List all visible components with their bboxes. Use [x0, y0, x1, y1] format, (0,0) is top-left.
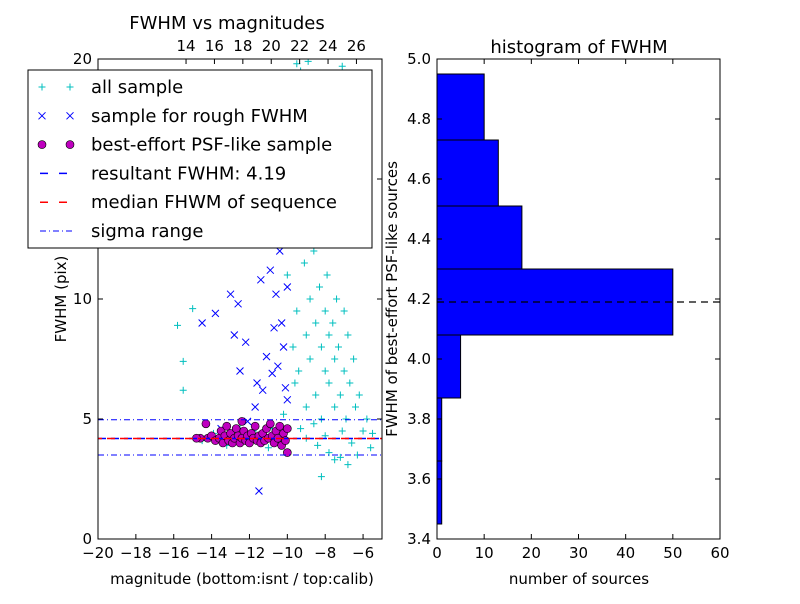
histogram-bar — [437, 74, 484, 140]
psf-sample-point — [276, 422, 284, 430]
legend-label: all sample — [91, 77, 183, 98]
scatter-title: FWHM vs magnitudes — [129, 13, 324, 34]
scatter-top-xtick-label: 14 — [176, 37, 195, 55]
psf-sample-point — [223, 422, 231, 430]
psf-sample-point — [283, 425, 291, 433]
scatter-panel: −20−18−16−14−12−10−8−6051015201416182022… — [28, 13, 382, 588]
legend-label: resultant FWHM: 4.19 — [91, 163, 286, 184]
scatter-xtick-label: −16 — [158, 544, 190, 562]
legend-label: sample for rough FWHM — [91, 106, 308, 127]
histogram-panel: 0 10 20 30 40 50 60 3.4 3.6 3.8 4.0 4.2 4.4 4.6 4.8 5.0… — [383, 37, 730, 588]
histogram-ytick-label: 3.8 — [407, 410, 431, 428]
histogram-xtick-label: 30 — [569, 544, 588, 562]
scatter-top-xtick-label: 26 — [347, 37, 366, 55]
histogram-bar — [437, 398, 442, 461]
legend-label: median FHWM of sequence — [91, 192, 337, 213]
scatter-ytick-label: 0 — [82, 530, 92, 548]
scatter-xtick-label: −14 — [196, 544, 228, 562]
scatter-xtick-label: −10 — [272, 544, 304, 562]
histogram-xtick-label: 60 — [710, 544, 729, 562]
legend-circle-marker — [38, 141, 46, 149]
scatter-ylabel: FWHM (pix) — [52, 256, 70, 343]
scatter-ytick-label: 5 — [82, 410, 92, 428]
scatter-xtick-label: −6 — [352, 544, 374, 562]
scatter-ytick-label: 20 — [73, 50, 92, 68]
histogram-bar — [437, 206, 522, 269]
scatter-xtick-label: −12 — [234, 544, 266, 562]
histogram-xtick-label: 50 — [663, 544, 682, 562]
legend-label: sigma range — [91, 221, 203, 242]
scatter-top-xtick-label: 22 — [290, 37, 309, 55]
psf-sample-point — [238, 417, 246, 425]
histogram-ytick-label: 5.0 — [407, 50, 431, 68]
scatter-ytick-label: 10 — [73, 290, 92, 308]
histogram-xlabel: number of sources — [509, 570, 649, 588]
psf-sample-point — [251, 422, 259, 430]
histogram-bar — [437, 461, 442, 524]
scatter-top-xtick-label: 24 — [318, 37, 337, 55]
histogram-ylabel: FWHM of best-effort PSF-like sources — [383, 161, 401, 437]
chart-canvas: −20−18−16−14−12−10−8−6051015201416182022… — [0, 0, 800, 600]
histogram-xtick-label: 0 — [432, 544, 442, 562]
scatter-top-xtick-label: 16 — [205, 37, 224, 55]
histogram-ytick-label: 4.0 — [407, 350, 431, 368]
histogram-xtick-label: 40 — [616, 544, 635, 562]
histogram-ytick-label: 4.8 — [407, 110, 431, 128]
histogram-bar — [437, 140, 498, 206]
histogram-bar — [437, 269, 673, 335]
histogram-ytick-label: 4.6 — [407, 170, 431, 188]
histogram-ytick-label: 4.4 — [407, 230, 431, 248]
scatter-top-xtick-label: 18 — [233, 37, 252, 55]
histogram-xtick-label: 20 — [522, 544, 541, 562]
scatter-xlabel: magnitude (bottom:isnt / top:calib) — [110, 570, 374, 588]
histogram-bar — [437, 335, 461, 398]
scatter-legend: all sample sample for rough FWHM best-effo… — [28, 70, 372, 248]
legend-label: best-effort PSF-like sample — [91, 135, 332, 156]
histogram-xtick-label: 10 — [475, 544, 494, 562]
psf-sample-point — [232, 425, 240, 433]
histogram-ytick-label: 4.2 — [407, 290, 431, 308]
scatter-xtick-label: −18 — [120, 544, 152, 562]
psf-sample-point — [202, 420, 210, 428]
scatter-top-xtick-label: 20 — [262, 37, 281, 55]
scatter-xtick-label: −8 — [314, 544, 336, 562]
legend-circle-marker — [66, 141, 74, 149]
histogram-ytick-label: 3.4 — [407, 530, 431, 548]
histogram-title: histogram of FWHM — [490, 37, 667, 58]
psf-sample-point — [266, 420, 274, 428]
histogram-ytick-label: 3.6 — [407, 470, 431, 488]
